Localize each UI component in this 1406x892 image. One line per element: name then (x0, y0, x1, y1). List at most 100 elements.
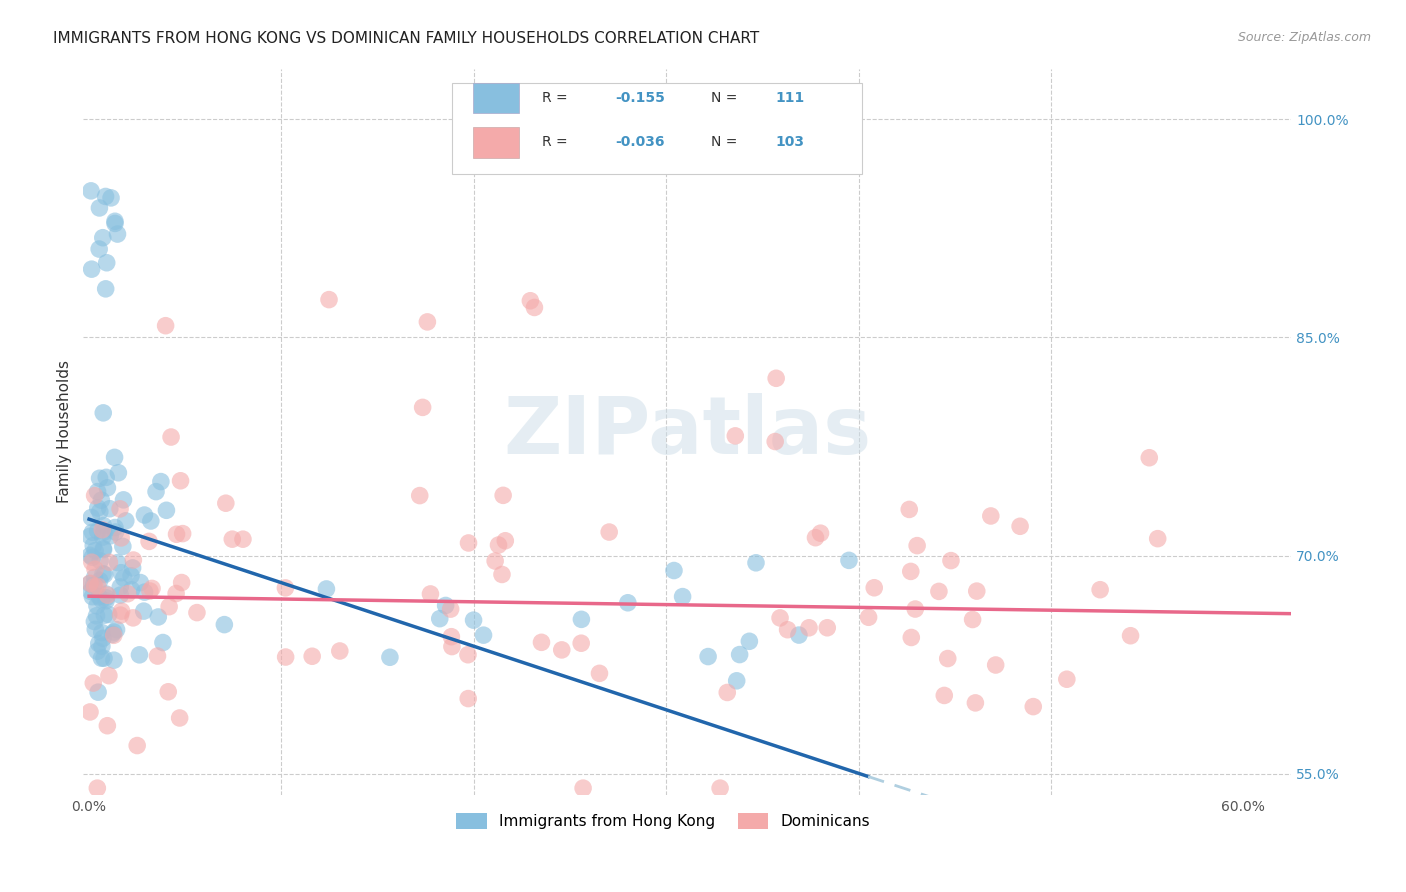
Point (962, 613, 984, 627)
Point (725, 673, 748, 688)
Point (765, 371, 787, 385)
Point (728, 648, 751, 662)
Point (709, 781, 731, 796)
Text: R =: R = (543, 91, 572, 104)
Point (97, 607, 120, 622)
Point (1137, 450, 1160, 465)
Point (434, 599, 457, 613)
Point (79, 549, 101, 563)
Point (93, 542, 115, 557)
Point (551, 643, 574, 657)
Point (94, 189, 117, 203)
Point (84, 623, 107, 637)
Point (274, 650, 297, 665)
Point (93, 518, 115, 533)
Point (157, 599, 180, 614)
Point (301, 649, 323, 664)
Point (90, 651, 112, 665)
Text: -0.155: -0.155 (614, 91, 665, 104)
Point (463, 613, 485, 627)
Point (155, 503, 177, 517)
Point (155, 318, 177, 333)
Point (79, 576, 101, 591)
Legend: Immigrants from Hong Kong, Dominicans: Immigrants from Hong Kong, Dominicans (450, 806, 876, 835)
Point (84, 543, 107, 558)
Point (98, 501, 121, 516)
Point (787, 628, 810, 642)
Point (530, 635, 553, 649)
Point (122, 611, 145, 625)
FancyBboxPatch shape (474, 83, 519, 113)
Point (91, 530, 114, 544)
Point (90, 592, 112, 607)
Point (97, 669, 120, 683)
Point (409, 489, 432, 503)
Point (523, 301, 546, 315)
FancyBboxPatch shape (474, 127, 519, 158)
Point (572, 781, 595, 796)
Point (100, 191, 122, 205)
Point (1088, 582, 1111, 597)
Point (488, 538, 510, 552)
Point (617, 596, 640, 610)
Point (776, 623, 799, 637)
Point (98, 529, 121, 543)
Point (87, 685, 110, 699)
Point (858, 610, 880, 624)
Point (429, 612, 451, 626)
Point (86, 608, 108, 623)
Point (129, 575, 152, 590)
Point (86, 484, 108, 499)
Point (215, 496, 238, 510)
Text: R =: R = (543, 136, 572, 149)
Text: N =: N = (711, 91, 742, 104)
Point (79, 576, 101, 591)
Point (84, 562, 107, 576)
Point (1056, 672, 1078, 686)
Point (98, 555, 121, 569)
Point (863, 581, 886, 595)
Point (214, 617, 236, 632)
Point (966, 584, 988, 599)
Point (80, 262, 103, 277)
Point (378, 650, 401, 665)
Point (87, 579, 110, 593)
Point (86, 644, 108, 658)
Point (1146, 532, 1168, 546)
Point (110, 531, 132, 545)
Text: 103: 103 (776, 136, 804, 149)
Point (419, 587, 441, 601)
Point (112, 571, 135, 585)
Point (838, 553, 860, 567)
Point (519, 293, 541, 308)
Point (105, 623, 128, 637)
Point (86, 781, 108, 796)
Point (103, 625, 125, 640)
Point (96, 719, 118, 733)
Point (671, 590, 693, 604)
Point (491, 567, 513, 582)
Point (716, 685, 738, 699)
Point (928, 584, 950, 599)
Point (412, 401, 434, 415)
Point (107, 556, 129, 570)
Point (83, 577, 105, 591)
Point (107, 227, 129, 241)
Point (221, 532, 243, 546)
Point (83, 615, 105, 629)
Point (79, 584, 101, 599)
Point (91, 406, 114, 420)
FancyBboxPatch shape (451, 83, 862, 174)
Point (1022, 699, 1045, 714)
Point (492, 488, 515, 502)
Point (904, 602, 927, 616)
Point (89, 554, 111, 568)
Text: IMMIGRANTS FROM HONG KONG VS DOMINICAN FAMILY HOUSEHOLDS CORRELATION CHART: IMMIGRANTS FROM HONG KONG VS DOMINICAN F… (53, 31, 759, 46)
Point (984, 658, 1007, 673)
Point (114, 514, 136, 528)
Point (80, 555, 103, 569)
Point (138, 534, 160, 549)
Point (232, 532, 254, 546)
Point (146, 649, 169, 664)
Point (440, 602, 463, 616)
